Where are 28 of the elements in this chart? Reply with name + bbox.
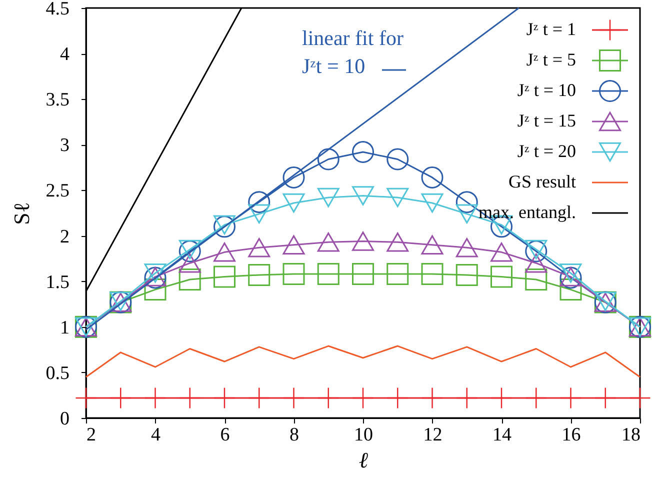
y-tick-label: 2 (60, 226, 70, 248)
x-axis-title: ℓ (358, 448, 369, 472)
x-tick-label: 4 (151, 424, 161, 446)
y-axis-title: Sℓ (8, 202, 34, 225)
x-tick-label: 16 (562, 424, 581, 446)
legend-label: Jᶻ t = 20 (517, 141, 576, 161)
x-tick-label: 18 (622, 424, 640, 446)
legend-label: Jᶻ t = 5 (526, 50, 576, 70)
y-tick-label: 0.5 (46, 362, 70, 384)
legend-label: Jᶻ t = 10 (517, 80, 576, 100)
x-tick-label: 10 (354, 424, 373, 446)
y-tick-label: 0 (60, 408, 70, 430)
legend-label: Jᶻ t = 1 (526, 19, 576, 39)
y-tick-label: 4 (60, 44, 70, 66)
y-tick-label: 4.5 (46, 0, 70, 20)
legend-label: Jᶻ t = 15 (517, 110, 576, 130)
x-tick-label: 8 (290, 424, 299, 446)
x-tick-label: 6 (220, 424, 230, 446)
x-tick-label: 2 (86, 424, 96, 446)
x-tick-label: 14 (492, 424, 512, 446)
y-tick-label: 3 (60, 135, 70, 156)
y-tick-label: 3.5 (46, 90, 70, 111)
x-tick-label: 12 (423, 424, 442, 446)
y-tick-label: 1 (60, 317, 70, 338)
legend-label: GS result (508, 172, 576, 192)
y-tick-label: 2.5 (46, 180, 70, 202)
y-tick-label: 1.5 (46, 272, 70, 293)
series-label: linear fit for Jᶻt = 10 (302, 26, 404, 78)
